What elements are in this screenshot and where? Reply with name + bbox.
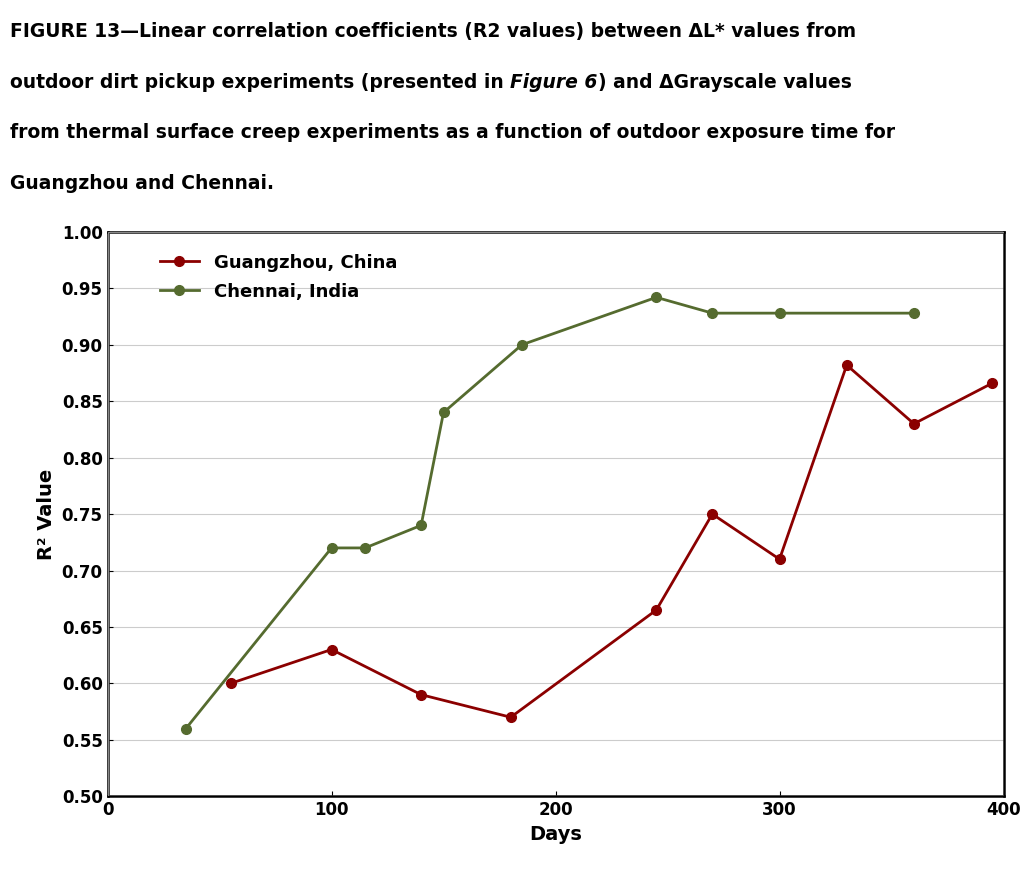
Chennai, India — [908, 308, 921, 318]
Guangzhou, China — [505, 712, 517, 723]
Chennai, India — [707, 308, 719, 318]
Guangzhou, China — [986, 378, 998, 388]
Text: ) and ΔGrayscale values: ) and ΔGrayscale values — [598, 73, 852, 92]
Chennai, India — [773, 308, 785, 318]
Line: Guangzhou, China: Guangzhou, China — [226, 360, 997, 722]
Guangzhou, China — [841, 360, 853, 370]
Text: from thermal surface creep experiments as a function of outdoor exposure time fo: from thermal surface creep experiments a… — [10, 123, 895, 143]
Chennai, India — [516, 340, 528, 350]
Line: Chennai, India: Chennai, India — [181, 292, 919, 733]
X-axis label: Days: Days — [529, 824, 582, 844]
Guangzhou, China — [908, 418, 921, 429]
Chennai, India — [359, 542, 372, 553]
Y-axis label: R² Value: R² Value — [37, 468, 56, 560]
Text: Figure 6: Figure 6 — [511, 73, 598, 92]
Chennai, India — [437, 407, 450, 417]
Guangzhou, China — [326, 644, 338, 654]
Guangzhou, China — [707, 508, 719, 519]
Chennai, India — [326, 542, 338, 553]
Text: outdoor dirt pickup experiments (presented in: outdoor dirt pickup experiments (present… — [10, 73, 511, 92]
Guangzhou, China — [773, 554, 785, 564]
Guangzhou, China — [224, 678, 237, 689]
Chennai, India — [180, 724, 193, 734]
Chennai, India — [415, 520, 427, 530]
Guangzhou, China — [415, 690, 427, 700]
Bar — [108, 232, 1004, 796]
Text: Guangzhou and Chennai.: Guangzhou and Chennai. — [10, 174, 274, 193]
Chennai, India — [650, 292, 663, 303]
Text: FIGURE 13—Linear correlation coefficients (R2 values) between ΔL* values from: FIGURE 13—Linear correlation coefficient… — [10, 22, 856, 41]
Guangzhou, China — [650, 605, 663, 615]
Legend: Guangzhou, China, Chennai, India: Guangzhou, China, Chennai, India — [153, 247, 404, 308]
